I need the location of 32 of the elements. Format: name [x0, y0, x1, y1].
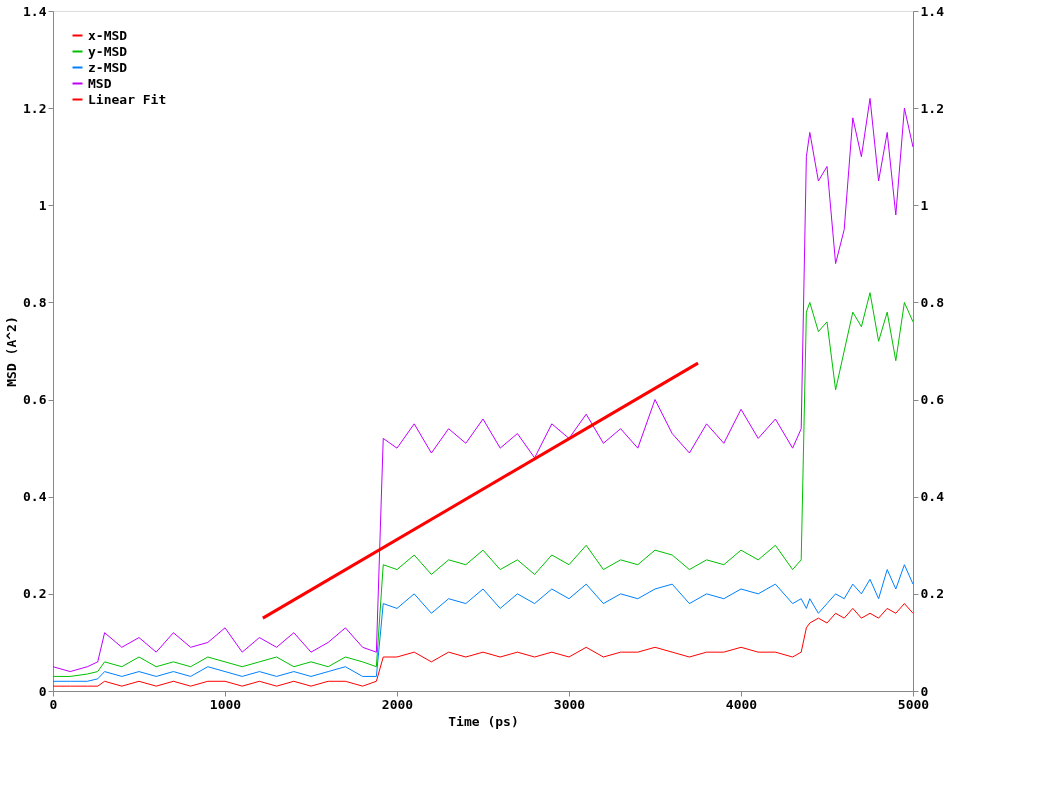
y-tick-label: 0	[38, 683, 47, 699]
y2-tick-label: 1.2	[920, 100, 944, 116]
y2-tick-label: 0.2	[920, 586, 944, 602]
x-tick-label: 3000	[553, 696, 586, 712]
line-series	[52, 564, 914, 682]
y2-tick-label: 0.8	[920, 294, 945, 310]
y-tick-label: 0.8	[23, 294, 47, 310]
legend-label: x-MSD	[88, 27, 128, 43]
x-tick-label: 0	[49, 696, 58, 712]
y2-tick-label: 0.4	[920, 489, 945, 505]
line-series	[52, 292, 914, 677]
y2-tick-label: 1.4	[920, 3, 945, 19]
y-tick-label: 0.4	[23, 489, 47, 505]
x-tick-label: 2000	[381, 696, 414, 712]
y-tick-label: 0.2	[23, 586, 47, 602]
y2-tick-label: 1	[920, 197, 929, 213]
y-tick-label: 1	[38, 197, 47, 213]
line-series	[52, 603, 914, 687]
x-tick-label: 5000	[897, 696, 930, 712]
y-axis-title: MSD (A^2)	[4, 316, 20, 387]
x-axis-title: Time (ps)	[448, 713, 519, 729]
legend-label: z-MSD	[88, 59, 128, 75]
x-tick-label: 4000	[725, 696, 758, 712]
y-tick-label: 0.6	[23, 392, 47, 408]
legend-label: y-MSD	[88, 43, 128, 59]
y2-tick-label: 0	[920, 683, 929, 699]
y-tick-label: 1.2	[23, 100, 47, 116]
legend-label: MSD	[88, 75, 112, 91]
legend-label: Linear Fit	[88, 91, 167, 107]
y2-tick-label: 0.6	[920, 392, 945, 408]
x-tick-label: 1000	[209, 696, 242, 712]
y-tick-label: 1.4	[23, 3, 47, 19]
